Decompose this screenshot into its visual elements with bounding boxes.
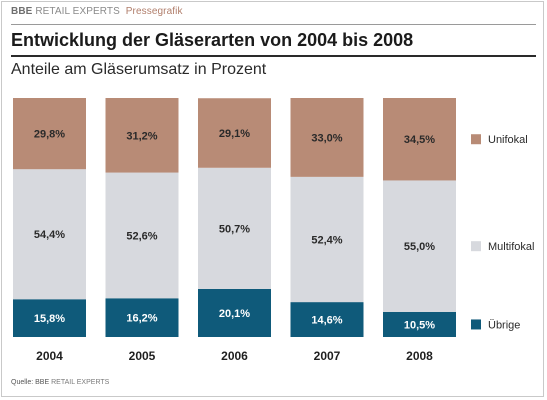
data-label-uebrige-2005: 16,2%	[126, 313, 157, 325]
brand-name: RETAIL EXPERTS	[35, 6, 120, 17]
data-label-unifokal-2004: 29,8%	[34, 129, 65, 141]
legend-label-multifokal: Multifokal	[488, 241, 534, 253]
x-tick-label-2005: 2005	[129, 349, 156, 363]
data-label-uebrige-2008: 10,5%	[404, 319, 435, 331]
bar-segment-uebrige-2008	[383, 311, 456, 337]
bar-segment-uebrige-2006	[198, 288, 271, 337]
title-rule-top	[11, 24, 536, 25]
legend-swatch-unifokal	[471, 134, 481, 145]
data-label-unifokal-2007: 33,0%	[311, 132, 342, 144]
bar-segment-multifokal-2008	[383, 180, 456, 312]
x-tick-label-2006: 2006	[221, 349, 248, 363]
data-label-multifokal-2005: 52,6%	[126, 230, 157, 242]
brand-bbe: BBE	[11, 6, 33, 17]
legend-swatch-multifokal	[471, 241, 481, 252]
data-label-multifokal-2004: 54,4%	[34, 229, 65, 241]
bar-segment-unifokal-2007	[290, 98, 364, 177]
legend-label-unifokal: Unifokal	[488, 134, 528, 146]
chart-subtitle: Anteile am Gläserumsatz in Prozent	[11, 61, 267, 78]
x-tick-label-2008: 2008	[406, 349, 433, 363]
source-name: RETAIL EXPERTS	[51, 379, 110, 386]
data-label-uebrige-2004: 15,8%	[34, 313, 65, 325]
data-label-unifokal-2008: 34,5%	[404, 134, 435, 146]
data-label-multifokal-2007: 52,4%	[311, 234, 342, 246]
x-tick-label-2004: 2004	[36, 349, 63, 363]
bar-segment-uebrige-2007	[290, 302, 364, 337]
bar-segment-unifokal-2008	[383, 98, 456, 181]
x-tick-label-2007: 2007	[314, 349, 341, 363]
bar-segment-multifokal-2006	[198, 167, 271, 289]
data-label-multifokal-2006: 50,7%	[219, 223, 250, 235]
bar-segment-unifokal-2006	[198, 98, 271, 168]
bar-segment-unifokal-2004	[13, 98, 86, 170]
bar-segment-multifokal-2007	[290, 176, 364, 303]
bar-segment-multifokal-2004	[13, 169, 86, 300]
title-rule-bottom	[11, 55, 536, 57]
data-label-unifokal-2005: 31,2%	[126, 130, 157, 142]
brand-tag: Pressegrafik	[125, 6, 183, 17]
data-label-multifokal-2008: 55,0%	[404, 241, 435, 253]
data-label-uebrige-2006: 20,1%	[219, 308, 250, 320]
source-note: Quelle: BBE RETAIL EXPERTS	[11, 379, 109, 386]
source-label: Quelle: BBE	[11, 379, 50, 386]
bar-segment-uebrige-2004	[13, 299, 86, 337]
bar-segment-uebrige-2005	[105, 298, 179, 337]
bar-segment-unifokal-2005	[105, 98, 179, 173]
brand-line: BBE RETAIL EXPERTS Pressegrafik	[11, 6, 183, 17]
legend-swatch-uebrige	[471, 319, 481, 330]
chart-title: Entwicklung der Gläserarten von 2004 bis…	[11, 30, 414, 50]
data-label-uebrige-2007: 14,6%	[311, 315, 342, 327]
bar-segment-multifokal-2005	[105, 172, 179, 299]
data-label-unifokal-2006: 29,1%	[219, 128, 250, 140]
legend-label-uebrige: Übrige	[488, 319, 520, 331]
